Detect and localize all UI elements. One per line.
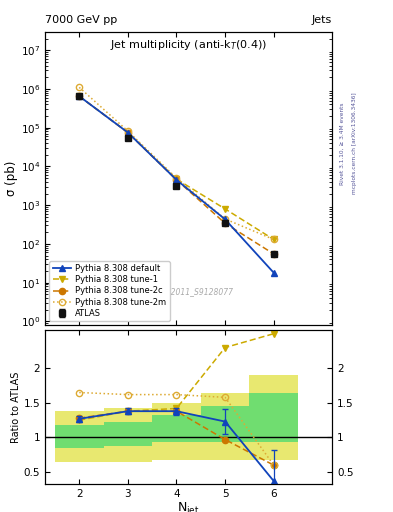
- Pythia 8.308 default: [272, 270, 276, 276]
- Text: 7000 GeV pp: 7000 GeV pp: [45, 14, 118, 25]
- Pythia 8.308 tune-2c: [77, 93, 82, 99]
- Y-axis label: Ratio to ATLAS: Ratio to ATLAS: [11, 371, 21, 443]
- Pythia 8.308 tune-2m: [223, 216, 228, 222]
- Legend: Pythia 8.308 default, Pythia 8.308 tune-1, Pythia 8.308 tune-2c, Pythia 8.308 tu: Pythia 8.308 default, Pythia 8.308 tune-…: [50, 261, 170, 321]
- Pythia 8.308 tune-1: [125, 130, 130, 136]
- Line: Pythia 8.308 tune-1: Pythia 8.308 tune-1: [76, 93, 277, 243]
- Text: Jets: Jets: [312, 14, 332, 25]
- X-axis label: N$_{\rm jet}$: N$_{\rm jet}$: [177, 500, 200, 512]
- Text: mcplots.cern.ch [arXiv:1306.3436]: mcplots.cern.ch [arXiv:1306.3436]: [352, 93, 357, 194]
- Pythia 8.308 tune-1: [77, 93, 82, 99]
- Line: Pythia 8.308 tune-2c: Pythia 8.308 tune-2c: [76, 93, 277, 257]
- Pythia 8.308 tune-2m: [272, 237, 276, 243]
- Pythia 8.308 default: [223, 216, 228, 222]
- Pythia 8.308 tune-2c: [125, 130, 130, 136]
- Pythia 8.308 tune-2m: [174, 175, 179, 181]
- Pythia 8.308 tune-2c: [272, 251, 276, 257]
- Pythia 8.308 tune-2c: [223, 220, 228, 226]
- Line: Pythia 8.308 tune-2m: Pythia 8.308 tune-2m: [76, 84, 277, 243]
- Pythia 8.308 tune-1: [223, 206, 228, 212]
- Text: Rivet 3.1.10, ≥ 3.4M events: Rivet 3.1.10, ≥ 3.4M events: [340, 102, 345, 185]
- Line: Pythia 8.308 default: Pythia 8.308 default: [76, 93, 277, 276]
- Pythia 8.308 tune-1: [174, 176, 179, 182]
- Pythia 8.308 default: [125, 130, 130, 136]
- Pythia 8.308 tune-2c: [174, 177, 179, 183]
- Pythia 8.308 tune-2m: [77, 84, 82, 91]
- Text: Jet multiplicity (anti-k$_T$(0.4)): Jet multiplicity (anti-k$_T$(0.4)): [110, 37, 267, 52]
- Pythia 8.308 tune-1: [272, 237, 276, 243]
- Pythia 8.308 default: [174, 177, 179, 183]
- Y-axis label: σ (pb): σ (pb): [5, 161, 18, 196]
- Pythia 8.308 tune-2m: [125, 128, 130, 134]
- Text: ATLAS_2011_S9128077: ATLAS_2011_S9128077: [143, 287, 234, 296]
- Pythia 8.308 default: [77, 93, 82, 99]
